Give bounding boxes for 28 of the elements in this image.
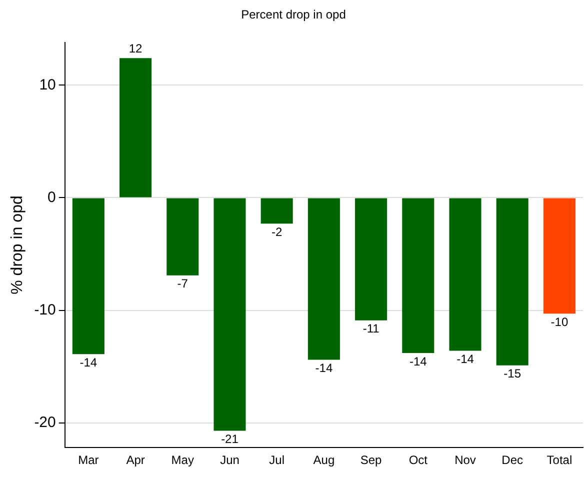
data-label: -21	[221, 432, 239, 446]
data-label: -15	[504, 366, 522, 381]
x-tick-label: Total	[546, 453, 572, 468]
x-tick-label: Aug	[313, 453, 335, 468]
x-tick-label: Apr	[126, 453, 145, 468]
chart-title: Percent drop in opd	[241, 8, 346, 22]
x-tick-label: Mar	[78, 453, 99, 468]
data-label: 12	[128, 41, 143, 56]
x-tick-label: May	[171, 453, 194, 468]
y-axis-title: % drop in opd	[9, 196, 26, 294]
data-label: -14	[315, 361, 333, 376]
y-tick-label: -20	[34, 414, 56, 431]
y-tick-label: 0	[48, 188, 56, 206]
y-tick-label: -10	[34, 301, 56, 318]
data-label: -11	[362, 322, 380, 336]
data-label: -14	[80, 355, 98, 370]
data-label: -2	[272, 224, 282, 239]
x-tick-label: Oct	[408, 453, 428, 468]
x-tick-label: Sep	[360, 453, 382, 468]
data-label: -10	[550, 314, 568, 329]
x-tick-label: Jul	[269, 453, 285, 468]
x-tick-label: Jun	[220, 453, 240, 468]
y-tick-label: 10	[39, 76, 56, 94]
x-tick-label: Dec	[502, 453, 524, 468]
data-label: -14	[409, 354, 428, 368]
x-tick-label: Nov	[454, 453, 476, 468]
data-label: -7	[177, 276, 188, 291]
data-label: -14	[456, 352, 474, 366]
